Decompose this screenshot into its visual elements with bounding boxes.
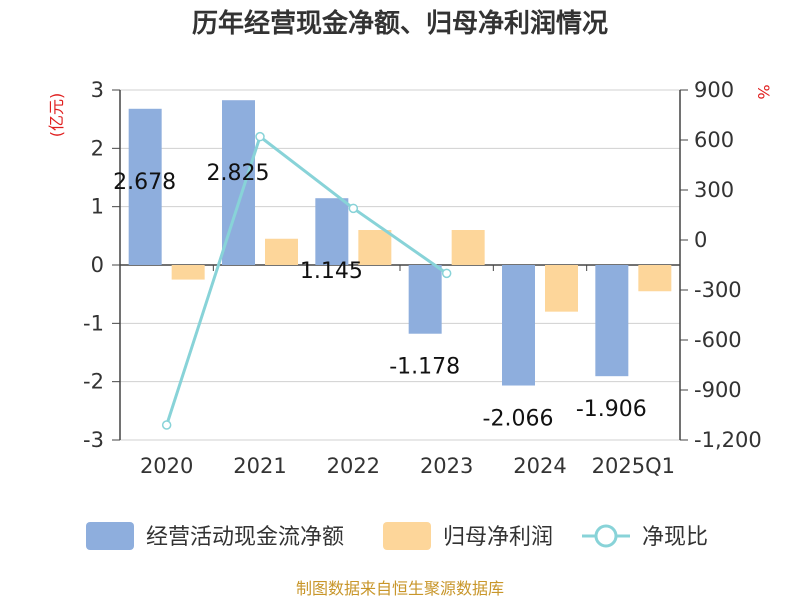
left-tick-label: -2 [83,370,104,394]
left-axis: 3 2 1 0 -1 -2 -3 [83,78,121,452]
x-tick-label: 2023 [420,454,473,478]
data-label-cashflow: -2.066 [483,407,554,432]
left-tick-label: 3 [91,78,104,102]
data-label-cashflow: 2.678 [113,170,176,195]
right-axis-unit: % [754,84,773,99]
legend-label-cashflow: 经营活动现金流净额 [146,525,344,550]
bar-cashflow [315,198,349,265]
left-tick-label: 0 [91,253,104,277]
legend-label-ratio: 净现比 [642,525,708,550]
ratio-line [161,131,452,430]
ratio-point [255,131,265,142]
legend-swatch-cashflow [86,522,134,550]
left-tick-label: -1 [83,311,104,335]
right-tick-label: 600 [694,128,734,152]
x-tick-label: 2024 [513,454,566,478]
x-axis: 2020 2021 2022 2023 2024 2025Q1 [140,265,675,478]
right-tick-label: -900 [694,378,742,402]
ratio-point [441,268,452,279]
right-tick-label: 0 [694,228,707,252]
bar-netprofit [171,265,205,280]
data-label-cashflow: -1.906 [576,397,647,422]
data-labels: 2.678 2.825 1.145 -1.178 -2.066 -1.906 [113,161,647,431]
data-label-cashflow: -1.178 [389,355,460,380]
bar-netprofit [638,265,672,292]
bar-cashflow [408,265,442,334]
bar-cashflow [595,265,629,377]
right-tick-label: -300 [694,278,742,302]
x-tick-label: 2021 [233,454,286,478]
legend-swatch-netprofit [383,522,431,550]
x-tick-label: 2020 [140,454,193,478]
right-tick-label: -1,200 [694,428,762,452]
bar-cashflow [128,108,162,266]
ratio-point [348,203,359,214]
x-tick-label: 2025Q1 [592,454,675,478]
left-tick-label: -3 [83,428,104,452]
right-axis: 900 600 300 0 -300 -600 -900 -1,200 [679,78,762,452]
right-tick-label: 300 [694,178,734,202]
bar-netprofit [451,230,485,265]
data-label-cashflow: 1.145 [300,259,363,284]
chart-title: 历年经营现金净额、归母净利润情况 [192,8,608,39]
bar-netprofit [358,230,392,265]
source-note: 制图数据来自恒生聚源数据库 [296,579,504,598]
bar-netprofit [265,238,298,265]
bars [128,100,672,386]
legend-marker-ratio [594,524,618,548]
bar-netprofit [545,265,578,312]
ratio-point [161,420,172,430]
left-tick-label: 1 [91,195,104,219]
right-tick-label: -600 [694,328,742,352]
legend-label-netprofit: 归母净利润 [443,525,553,550]
right-tick-label: 900 [694,78,734,102]
ratio-line-path [165,134,448,426]
left-axis-unit: (亿元) [47,93,66,138]
bar-cashflow [502,265,535,386]
x-tick-label: 2022 [327,454,380,478]
data-label-cashflow: 2.825 [207,161,270,186]
legend: 经营活动现金流净额 归母净利润 净现比 [86,522,708,550]
left-tick-label: 2 [91,136,104,160]
